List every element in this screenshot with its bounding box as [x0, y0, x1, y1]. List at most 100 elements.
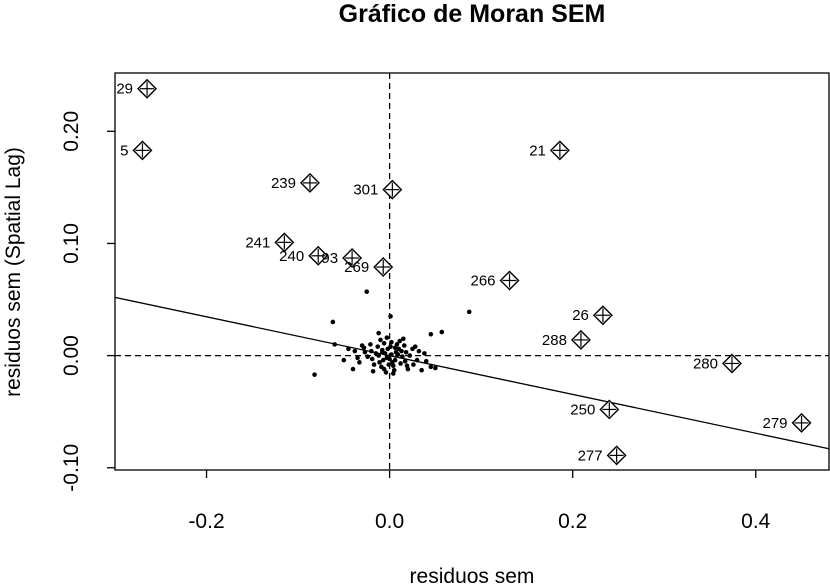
data-point [395, 352, 401, 357]
influential-point: 288 [542, 329, 591, 350]
influential-point: 241 [245, 232, 295, 253]
point-label: 21 [529, 142, 546, 159]
point-label: 26 [572, 307, 589, 324]
influential-point: 250 [570, 399, 620, 420]
influential-point: 29 [116, 78, 158, 99]
data-point [365, 354, 370, 360]
x-axis-label: residuos sem [410, 565, 535, 586]
y-tick-label: 0.20 [60, 111, 83, 152]
data-point [390, 360, 395, 365]
data-point [385, 346, 391, 352]
x-tick-label: -0.2 [188, 510, 224, 533]
point-label: 279 [763, 415, 788, 432]
data-point [390, 371, 396, 376]
data-point [399, 348, 404, 354]
data-point [384, 335, 390, 340]
data-point [341, 357, 347, 363]
y-axis: -0.10 0.00 0.10 0.20 [60, 111, 115, 492]
point-label: 301 [353, 182, 378, 199]
data-point [361, 345, 367, 351]
data-point [401, 343, 407, 348]
data-point [350, 366, 356, 372]
x-axis: -0.2 0.0 0.2 0.4 [188, 470, 771, 533]
influential-point: 277 [578, 445, 627, 466]
data-point [416, 348, 422, 354]
y-tick-label: -0.10 [60, 444, 83, 492]
point-label: 29 [116, 81, 133, 98]
point-label: 280 [693, 355, 718, 372]
influential-point: 301 [353, 179, 403, 200]
data-point [377, 360, 382, 365]
data-point [439, 329, 445, 335]
data-point [370, 369, 376, 374]
point-label: 288 [542, 332, 567, 349]
point-label: 250 [570, 401, 595, 418]
data-point [352, 348, 358, 354]
influential-point: 269 [344, 257, 394, 278]
data-point [419, 367, 424, 373]
data-point [404, 363, 410, 369]
data-point [411, 362, 416, 367]
data-point [428, 364, 434, 370]
point-label: 277 [578, 447, 603, 464]
data-point [381, 340, 387, 346]
data-point [376, 353, 381, 358]
data-point [428, 332, 434, 337]
data-point [330, 319, 336, 325]
influential-point: 266 [470, 270, 520, 291]
data-points [312, 289, 472, 377]
data-point [402, 358, 408, 364]
data-point [312, 372, 317, 377]
data-point [375, 344, 381, 349]
point-label: 5 [120, 142, 128, 159]
influential-points: 29 5 239 301 21 241 240 93 269 266 26 288 280 250 279 2… [116, 78, 812, 466]
data-point [410, 346, 415, 352]
data-point [383, 370, 389, 375]
influential-point: 240 [279, 245, 329, 266]
data-point [433, 365, 438, 371]
y-tick-label: 0.00 [60, 335, 83, 376]
data-point [414, 357, 420, 363]
point-label: 266 [470, 272, 495, 289]
data-point [378, 337, 383, 343]
data-point [371, 362, 377, 367]
data-point [397, 338, 402, 344]
data-point [376, 330, 381, 336]
data-point [389, 352, 394, 357]
data-point [392, 345, 398, 351]
y-tick-label: 0.10 [60, 223, 83, 264]
regression-line [114, 296, 830, 450]
point-label: 240 [279, 248, 304, 265]
data-point [357, 360, 362, 365]
point-label: 269 [344, 259, 369, 276]
data-point [368, 342, 373, 347]
data-point [389, 339, 394, 345]
y-axis-label: residuos sem (Spatial Lag) [2, 147, 25, 397]
influential-point: 21 [529, 140, 570, 161]
data-point [466, 309, 472, 315]
data-point [388, 314, 393, 319]
data-point [400, 354, 405, 360]
influential-point: 279 [763, 412, 812, 433]
influential-point: 26 [572, 305, 613, 326]
data-point [369, 356, 375, 362]
x-tick-label: 0.2 [558, 510, 587, 533]
data-point [381, 366, 387, 372]
data-point [422, 351, 427, 356]
data-point [332, 342, 337, 347]
data-point [369, 348, 374, 354]
plot-frame [114, 72, 830, 471]
data-point [401, 336, 406, 342]
data-point [398, 361, 403, 366]
data-point [407, 353, 413, 358]
data-point [355, 355, 360, 361]
x-tick-label: 0.0 [375, 510, 404, 533]
chart-title: Gráfico de Moran SEM [339, 0, 606, 28]
data-point [379, 349, 385, 355]
data-point [423, 358, 429, 364]
x-tick-label: 0.4 [741, 510, 771, 533]
influential-point: 239 [271, 172, 320, 193]
data-point [394, 342, 400, 347]
data-point [364, 289, 370, 294]
